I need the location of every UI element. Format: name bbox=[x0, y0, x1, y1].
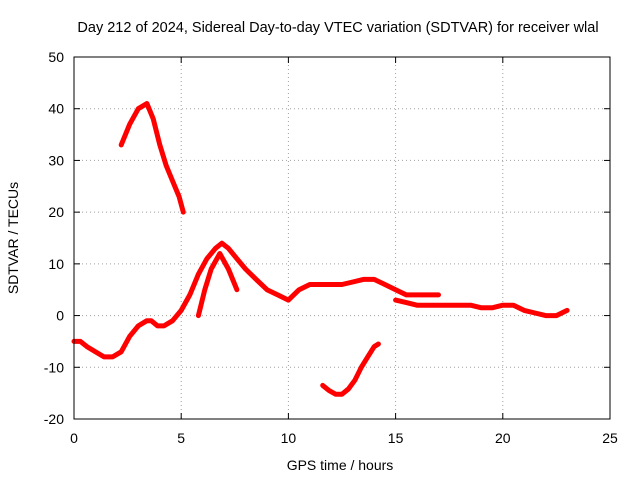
x-axis-label: GPS time / hours bbox=[287, 457, 394, 473]
y-tick-label: 20 bbox=[48, 204, 64, 220]
series-line-segment-1 bbox=[71, 240, 441, 360]
y-tick-label: -10 bbox=[44, 359, 64, 375]
x-tick-label: 20 bbox=[495, 430, 511, 446]
x-tick-label: 5 bbox=[177, 430, 185, 446]
y-tick-label: 40 bbox=[48, 101, 64, 117]
series-layer bbox=[71, 101, 570, 397]
plot-frame bbox=[73, 56, 611, 420]
x-tick-label: 10 bbox=[281, 430, 297, 446]
series-line-segment-3 bbox=[118, 101, 186, 215]
y-tick-label: 30 bbox=[48, 152, 64, 168]
y-axis-label: SDTVAR / TECUs bbox=[5, 182, 21, 294]
grid-layer bbox=[73, 56, 611, 420]
x-tick-labels: 0 5 10 15 20 25 bbox=[70, 430, 618, 446]
series-line-segment-5 bbox=[320, 341, 381, 397]
y-tick-label: 0 bbox=[56, 308, 64, 324]
chart-title: Day 212 of 2024, Sidereal Day-to-day VTE… bbox=[77, 20, 598, 36]
x-tick-label: 15 bbox=[388, 430, 404, 446]
y-tick-labels: -20 -10 0 10 20 30 40 50 bbox=[44, 49, 64, 427]
y-tick-label: 50 bbox=[48, 49, 64, 65]
x-tick-label: 0 bbox=[70, 430, 78, 446]
y-tick-label: 10 bbox=[48, 256, 64, 272]
y-tick-label: -20 bbox=[44, 411, 64, 427]
series-line-segment-2 bbox=[393, 297, 570, 319]
x-tick-label: 25 bbox=[602, 430, 618, 446]
series-line-segment-4 bbox=[195, 251, 240, 319]
